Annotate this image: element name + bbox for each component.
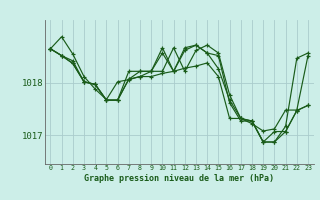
X-axis label: Graphe pression niveau de la mer (hPa): Graphe pression niveau de la mer (hPa) — [84, 174, 274, 183]
